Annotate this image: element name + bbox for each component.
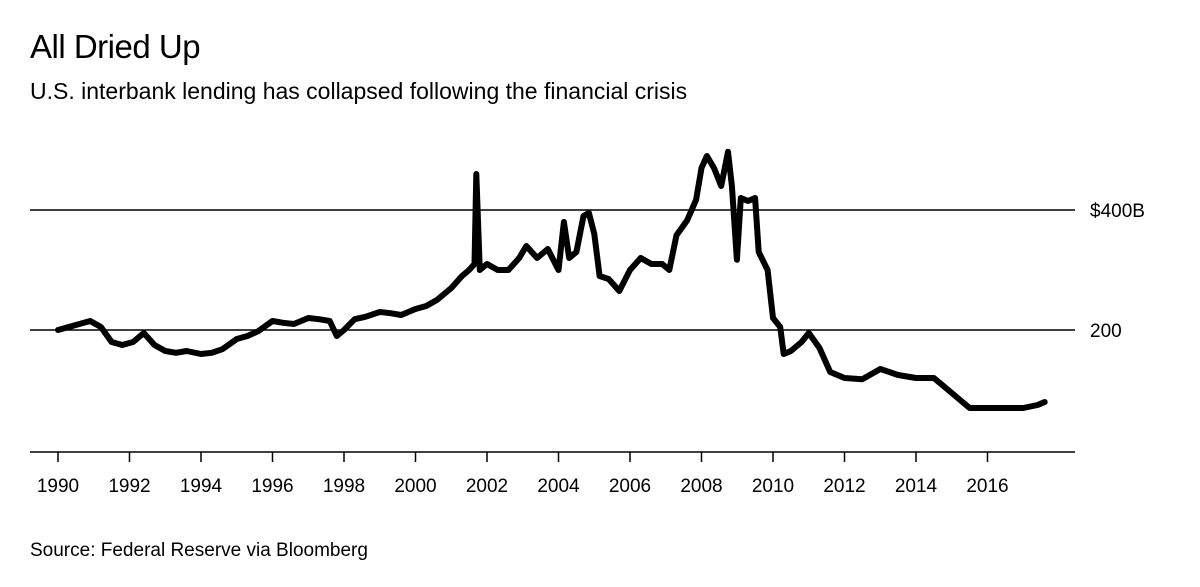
- x-tick-label: 2000: [394, 476, 436, 497]
- x-tick-label: 1996: [251, 476, 293, 497]
- x-tick-label: 2006: [609, 476, 651, 497]
- series-line-0: [55, 148, 1048, 411]
- x-tick-label: 2014: [895, 476, 938, 497]
- x-tick-label: 1998: [323, 476, 365, 497]
- y-tick-label: 200: [1090, 321, 1122, 342]
- x-tick-label: 2016: [966, 476, 1008, 497]
- chart-subtitle: U.S. interbank lending has collapsed fol…: [30, 78, 688, 104]
- source-note: Source: Federal Reserve via Bloomberg: [30, 540, 368, 561]
- x-tick-label: 1990: [37, 476, 79, 497]
- x-tick-label: 2010: [752, 476, 794, 497]
- x-tick-label: 1992: [108, 476, 150, 497]
- y-tick-label: $400B: [1090, 201, 1145, 222]
- chart-title: All Dried Up: [30, 28, 201, 65]
- x-tick-label: 2012: [823, 476, 865, 497]
- x-tick-label: 1994: [180, 476, 223, 497]
- x-tick-label: 2004: [537, 476, 580, 497]
- x-tick-label: 2002: [466, 476, 508, 497]
- x-tick-label: 2008: [680, 476, 722, 497]
